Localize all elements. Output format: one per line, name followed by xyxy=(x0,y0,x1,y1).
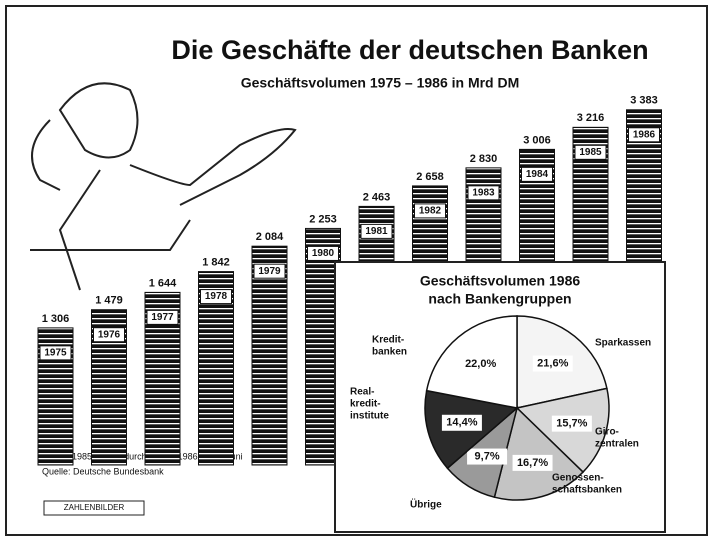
value-label: 16,7% xyxy=(517,457,548,469)
x-tick-label: 1980 xyxy=(312,248,335,259)
legend-label: Genossen- xyxy=(552,473,604,484)
chart-title: Die Geschäfte der deutschen Banken xyxy=(171,35,648,65)
value-label: 2 658 xyxy=(416,171,444,183)
value-label: 22,0% xyxy=(465,358,496,370)
value-label: 15,7% xyxy=(556,418,587,430)
x-tick-label: 1982 xyxy=(419,206,442,217)
value-label: 1 479 xyxy=(95,295,123,307)
legend-label: institute xyxy=(350,411,389,422)
value-label: 3 383 xyxy=(630,95,658,107)
value-label: 2 084 xyxy=(256,231,284,243)
value-label: 3 216 xyxy=(577,112,605,124)
legend-label: kredit- xyxy=(350,399,381,410)
bar xyxy=(252,246,287,465)
value-label: 1 306 xyxy=(42,313,70,325)
legend-label: Real- xyxy=(350,387,374,398)
x-tick-label: 1983 xyxy=(472,187,495,198)
pie-title: Geschäftsvolumen 1986 xyxy=(420,273,581,289)
logo: ZAHLENBILDER xyxy=(64,503,125,512)
pie-panel: Geschäftsvolumen 1986 nach Bankengruppen 2… xyxy=(335,262,665,532)
legend-label: schaftsbanken xyxy=(552,485,622,496)
x-tick-label: 1984 xyxy=(526,169,549,180)
x-tick-label: 1986 xyxy=(633,129,656,140)
value-label: 21,6% xyxy=(537,357,568,369)
legend-label: Giro- xyxy=(595,427,619,438)
value-label: 9,7% xyxy=(475,450,500,462)
legend-label: Sparkassen xyxy=(595,338,651,349)
value-label: 1 842 xyxy=(202,256,230,268)
chart: Die Geschäfte der deutschen Banken Gesch… xyxy=(0,0,713,541)
legend-label: Übrige xyxy=(410,498,442,511)
source: Quelle: Deutsche Bundesbank xyxy=(42,466,164,476)
x-tick-label: 1978 xyxy=(205,291,228,302)
chart-subtitle: Geschäftsvolumen 1975 – 1986 in Mrd DM xyxy=(241,75,520,91)
value-label: 3 006 xyxy=(523,134,551,146)
x-tick-label: 1979 xyxy=(258,266,281,277)
pie-title: nach Bankengruppen xyxy=(428,291,571,307)
legend-label: banken xyxy=(372,347,407,358)
value-label: 1 644 xyxy=(149,277,177,289)
x-tick-label: 1975 xyxy=(44,348,67,359)
value-label: 14,4% xyxy=(446,417,477,429)
value-label: 2 830 xyxy=(470,153,498,165)
x-tick-label: 1976 xyxy=(98,329,121,340)
value-label: 2 253 xyxy=(309,213,337,225)
x-tick-label: 1977 xyxy=(151,312,174,323)
legend-label: zentralen xyxy=(595,439,639,450)
x-tick-label: 1981 xyxy=(365,226,388,237)
legend-label: Kredit- xyxy=(372,335,404,346)
value-label: 2 463 xyxy=(363,191,391,203)
x-tick-label: 1985 xyxy=(579,147,602,158)
